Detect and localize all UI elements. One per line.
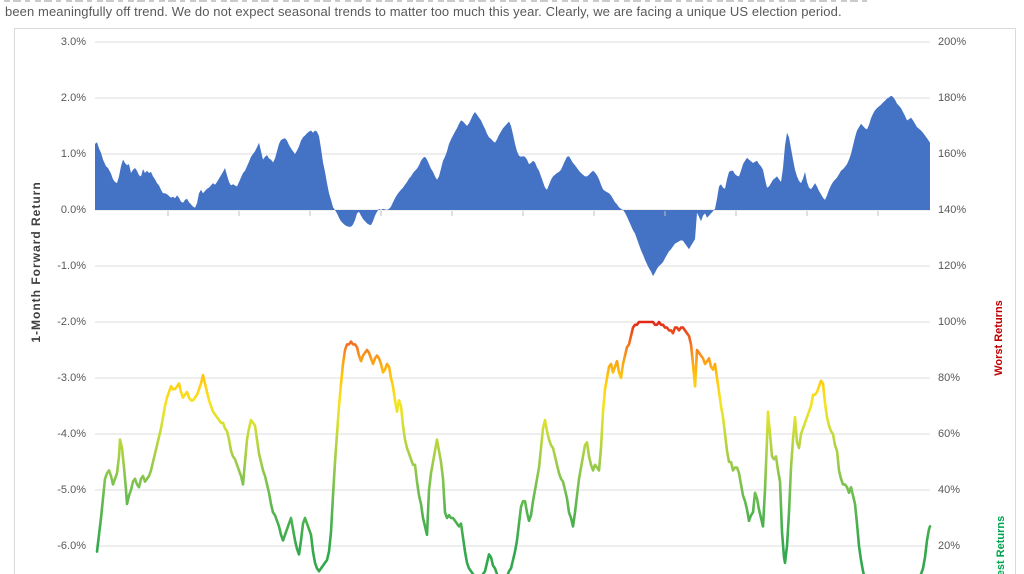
y-axis-label-left: -1.0%: [57, 260, 86, 272]
y-axis-label-right: 120%: [938, 260, 967, 272]
y-axis-label-right: 20%: [938, 540, 961, 552]
y-axis-label-left: -6.0%: [57, 540, 86, 552]
y-axis-label-right: 180%: [938, 92, 967, 104]
forward-return-area: [95, 95, 930, 277]
left-axis-title: 1-Month Forward Return: [29, 181, 43, 343]
y-axis-label-right: 40%: [938, 484, 961, 496]
best-returns-label: Best Returns: [995, 515, 1007, 574]
y-axis-label-right: 200%: [938, 36, 967, 48]
y-axis-label-left: 2.0%: [60, 92, 86, 104]
commentary-text: been meaningfully off trend. We do not e…: [5, 4, 842, 19]
y-axis-label-left: 1.0%: [60, 148, 86, 160]
chart-frame: [14, 28, 1016, 574]
y-axis-label-right: 140%: [938, 204, 967, 216]
y-axis-label-right: 100%: [938, 316, 967, 328]
y-axis-label-right: 160%: [938, 148, 967, 160]
cutoff-text-sliver: [4, 0, 872, 2]
y-axis-label-right: 60%: [938, 428, 961, 440]
gridlines: [95, 41, 930, 547]
y-axis-label-left: -5.0%: [57, 484, 86, 496]
y-axis-label-left: 0.0%: [60, 204, 86, 216]
y-axis-label-left: -4.0%: [57, 428, 86, 440]
worst-returns-label: Worst Returns: [993, 300, 1005, 376]
y-axis-label-left: -2.0%: [57, 316, 86, 328]
y-axis-label-left: -3.0%: [57, 372, 86, 384]
returns-percentile-line: [95, 320, 932, 574]
x-axis-ticks: [167, 211, 879, 216]
y-axis-label-left: 3.0%: [60, 36, 86, 48]
y-axis-label-right: 80%: [938, 372, 961, 384]
